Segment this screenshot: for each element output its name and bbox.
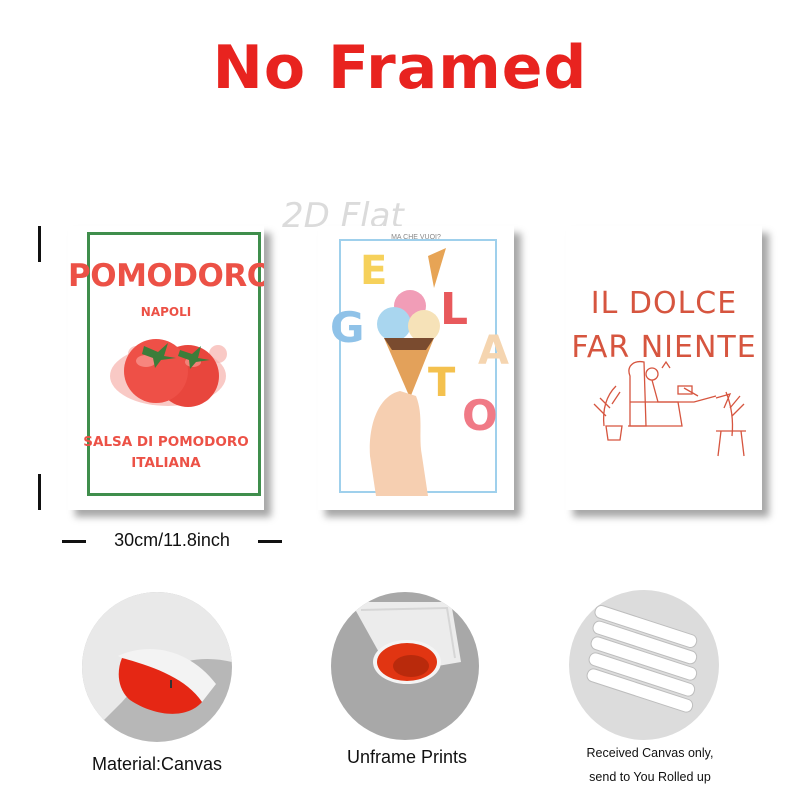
poster-subtitle: NAPOLI <box>140 305 192 319</box>
canvas-sheet-icon <box>82 592 232 742</box>
tagline-line-1: SALSA DI POMODORO <box>83 434 249 450</box>
gelato-letter-a: A <box>478 328 509 374</box>
gelato-illustration: E L G A T O <box>330 239 509 496</box>
tomato-illustration <box>110 339 227 407</box>
gelato-letter-t: T <box>428 360 456 406</box>
gelato-letter-l: L <box>440 284 468 335</box>
poster-top-text: MA CHE VUOI? <box>391 234 441 241</box>
poster-dolce-far-niente[interactable]: IL DOLCE FAR NIENTE <box>566 226 762 510</box>
gelato-letter-g: G <box>330 303 364 352</box>
width-dimension-label: 30cm/11.8inch <box>114 530 230 550</box>
tagline-line-2: ITALIANA <box>131 455 201 471</box>
feature-caption-unframed: Unframe Prints <box>346 747 468 767</box>
caption-line-1: Received Canvas only, <box>586 746 714 760</box>
rolled-tubes-icon <box>569 590 719 740</box>
poster-gelato[interactable]: MA CHE VUOI? E L G A T O <box>318 226 514 510</box>
poster-tagline: SALSA DI POMODORO ITALIANA <box>68 432 264 474</box>
canvas-roll-icon <box>331 592 479 740</box>
lounging-illustration <box>593 360 746 457</box>
gelato-letter-o: O <box>462 391 498 440</box>
dimension-tick-left <box>62 540 86 543</box>
title-line-2: FAR NIENTE <box>571 330 757 365</box>
dimension-tick-top <box>38 226 41 262</box>
caption-line-2: send to You Rolled up <box>589 770 711 784</box>
poster-title: IL DOLCE FAR NIENTE <box>566 282 762 370</box>
dimension-tick-right <box>258 540 282 543</box>
poster-title: POMODORO <box>68 258 264 294</box>
feature-caption-rolled: Received Canvas only, send to You Rolled… <box>560 741 740 789</box>
poster-border <box>87 232 261 496</box>
feature-caption-material: Material:Canvas <box>91 754 223 774</box>
width-dimension-marker: 30cm/11.8inch <box>62 530 282 552</box>
page-headline: No Framed <box>212 33 588 103</box>
dimension-tick-bottom <box>38 474 41 510</box>
gelato-letter-e: E <box>360 248 387 294</box>
poster-pomodoro[interactable]: POMODORO NAPOLI SALSA DI POMODORO ITALIA… <box>68 226 264 510</box>
height-dimension-marker <box>38 226 41 510</box>
title-line-1: IL DOLCE <box>590 286 738 321</box>
